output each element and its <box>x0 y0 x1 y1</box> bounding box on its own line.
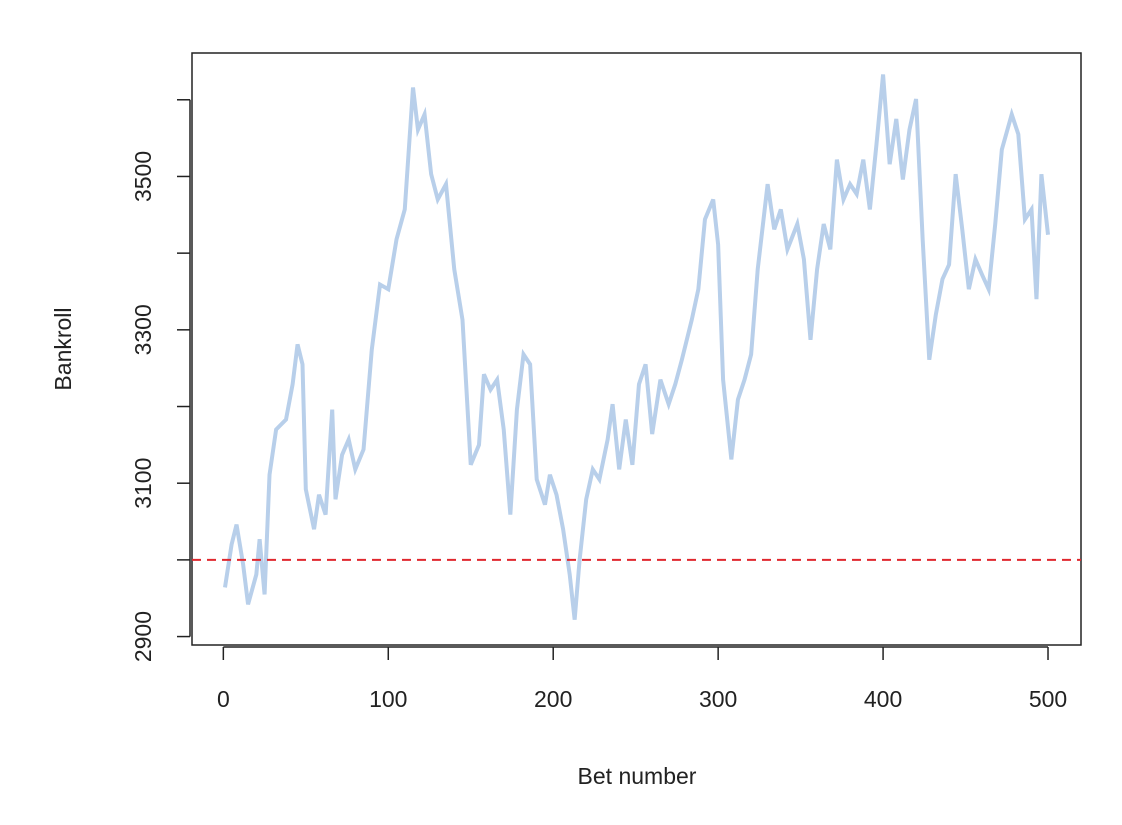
y-tick-label: 3100 <box>130 458 156 509</box>
x-tick-label: 300 <box>699 686 737 712</box>
y-tick-label: 3300 <box>130 304 156 355</box>
x-tick-label: 200 <box>534 686 572 712</box>
y-tick-label: 2900 <box>130 611 156 662</box>
x-axis-label: Bet number <box>578 763 697 789</box>
y-axis-label: Bankroll <box>50 307 76 390</box>
y-tick-label: 3500 <box>130 151 156 202</box>
x-tick-label: 0 <box>217 686 230 712</box>
x-tick-label: 500 <box>1029 686 1067 712</box>
x-tick-label: 400 <box>864 686 902 712</box>
x-tick-label: 100 <box>369 686 407 712</box>
plot-box <box>191 52 1082 646</box>
series-line <box>223 74 1051 620</box>
